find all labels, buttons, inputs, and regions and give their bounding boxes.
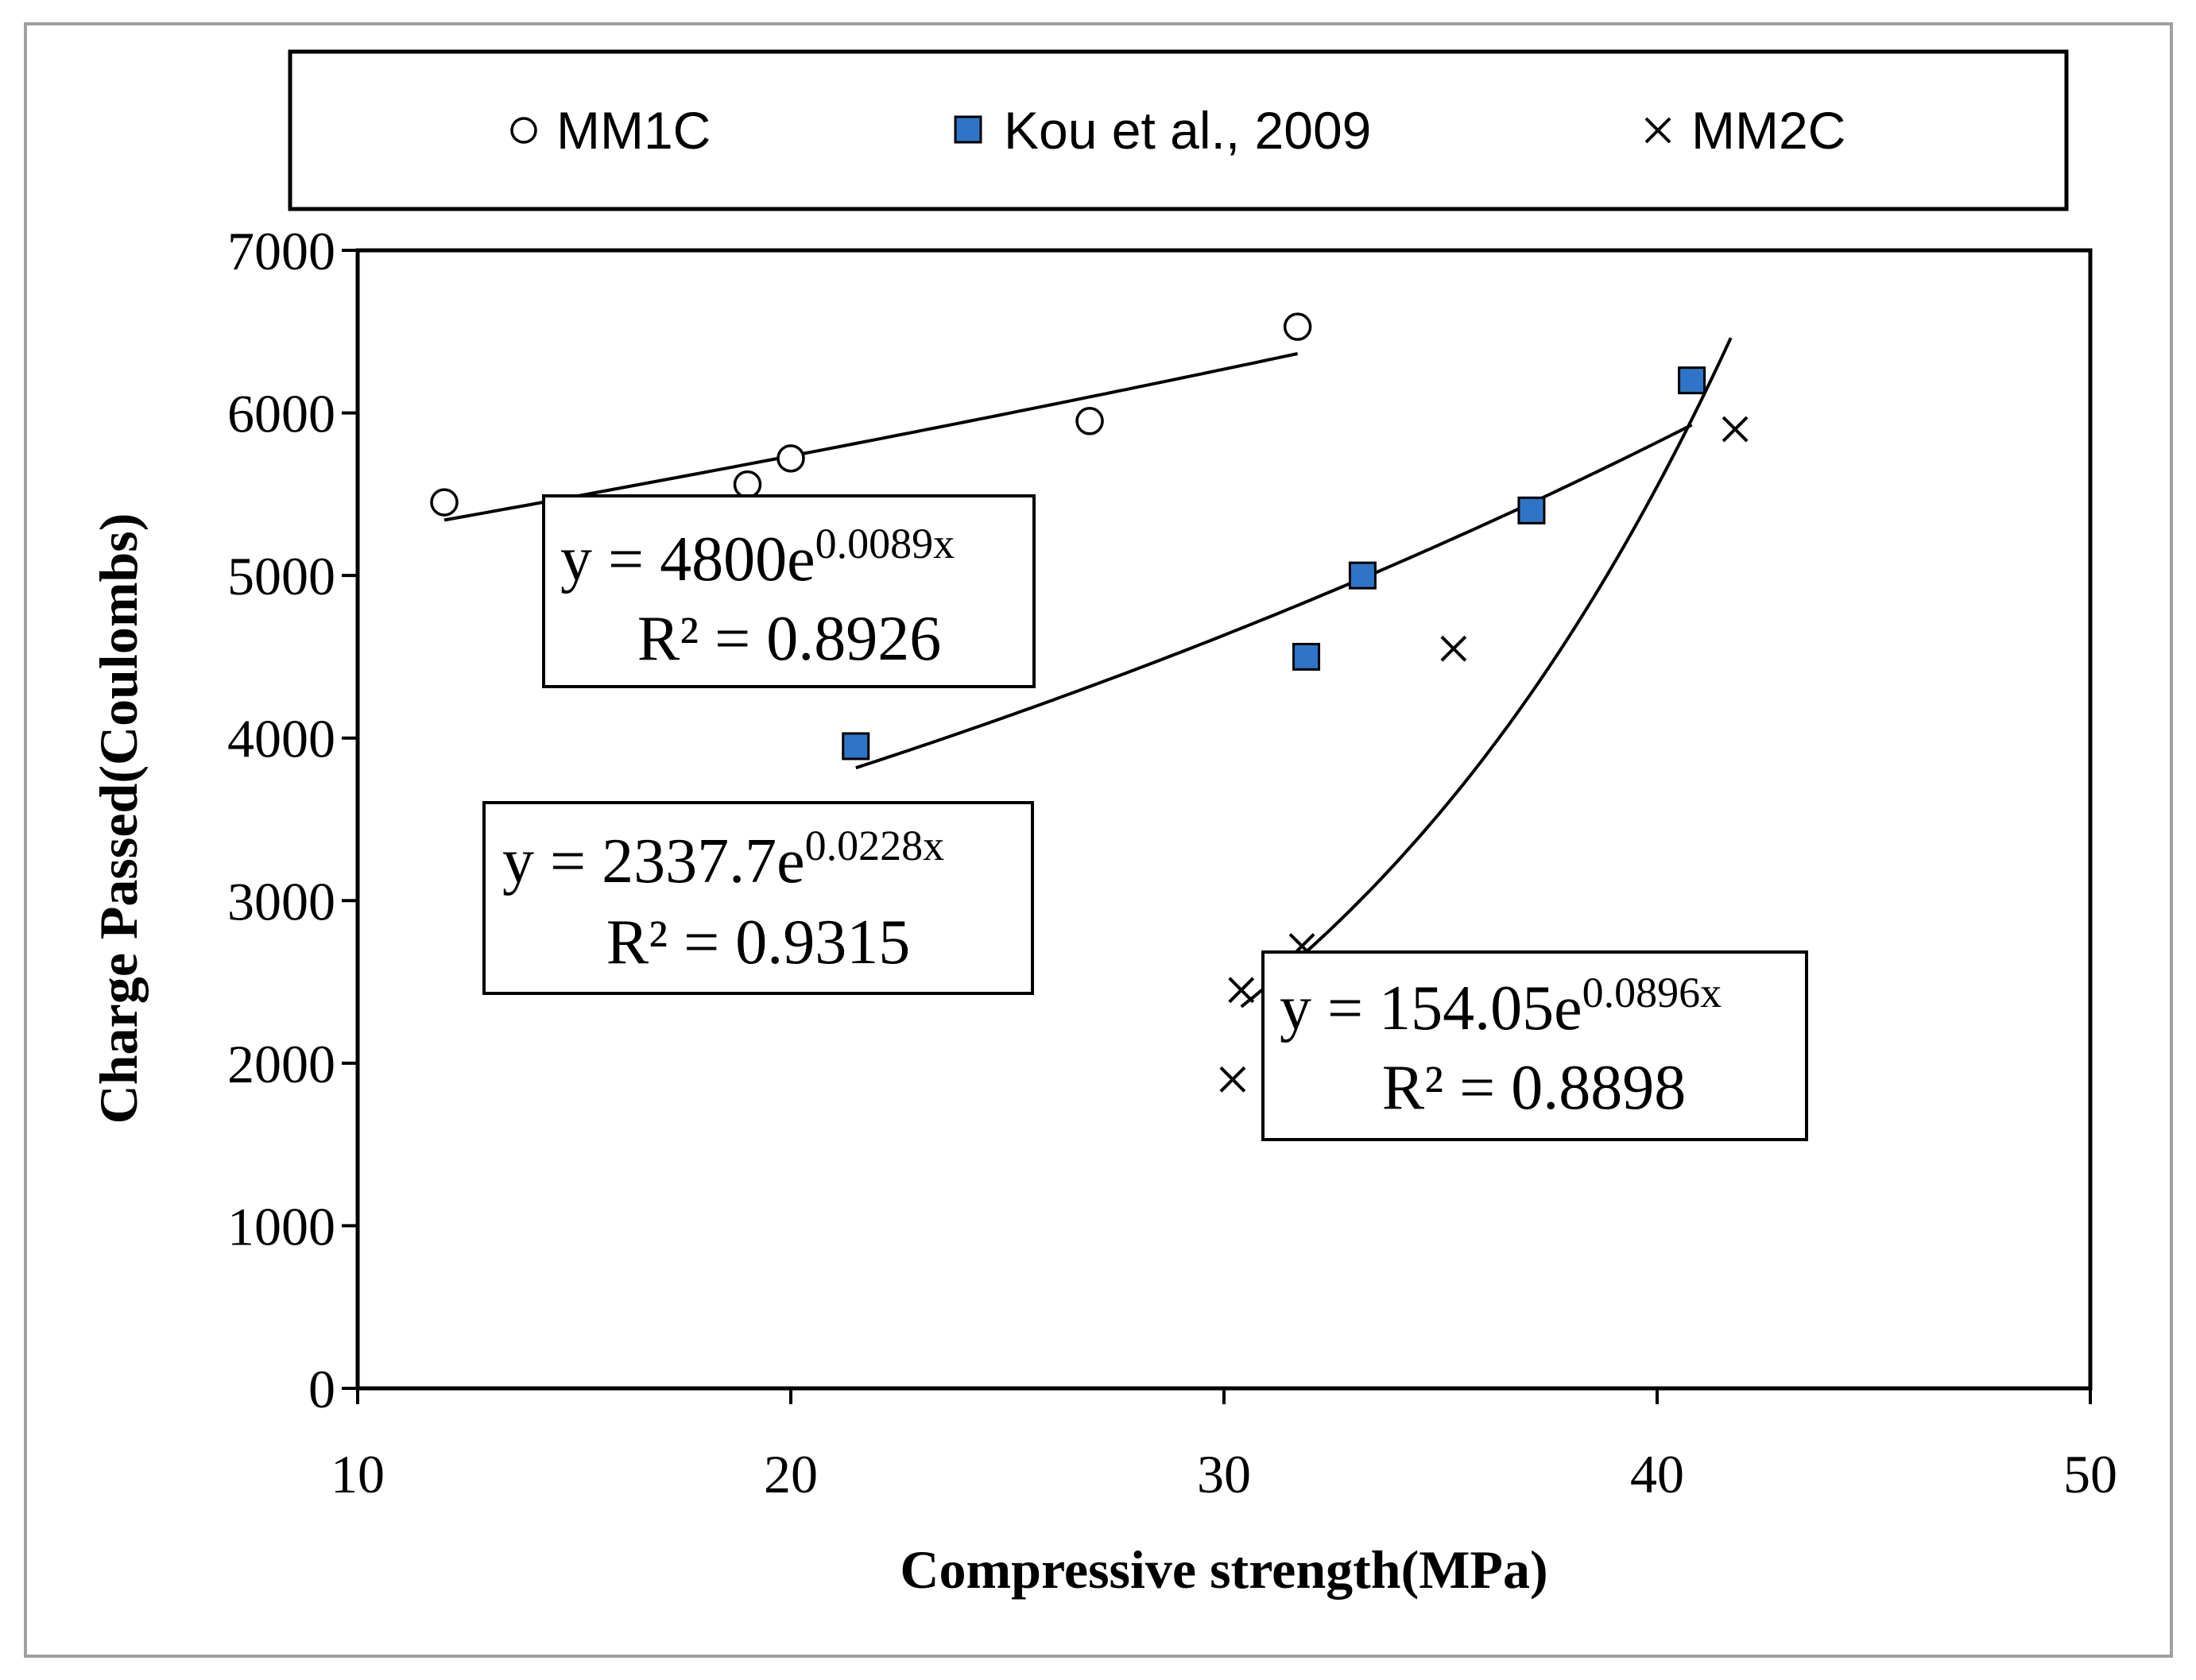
equation-box-mm2c: y = 154.05e0.0896x R² = 0.8898: [1261, 950, 1808, 1141]
legend-label-kou: Kou et al., 2009: [1004, 101, 1371, 160]
y-tick-label: 7000: [227, 221, 335, 281]
point-mm2c: [1219, 1066, 1246, 1093]
equation-kou-exponent: 0.0228x: [805, 822, 945, 869]
equation-box-mm1c: y = 4800e0.0089x R² = 0.8926: [542, 494, 1036, 688]
equation-mm1c-base: y = 4800e: [560, 525, 815, 594]
point-mm1c: [1075, 407, 1104, 435]
legend-marker-mm1c: [510, 117, 537, 144]
legend-box: [288, 49, 2069, 211]
trendline-mm2c: [1240, 337, 1733, 1008]
equation-mm2c-base: y = 154.05e: [1280, 974, 1582, 1043]
equation-mm2c-exponent: 0.0896x: [1582, 969, 1722, 1016]
y-tick-label: 5000: [227, 546, 335, 606]
equation-kou-r2: R² = 0.9315: [606, 908, 910, 977]
y-tick-label: 1000: [227, 1196, 335, 1256]
data-points: [430, 312, 1749, 1093]
point-mm1c: [733, 470, 762, 499]
point-kou: [1678, 366, 1706, 395]
point-mm2c: [1228, 977, 1255, 1004]
y-axis-ticks: 0 1000 2000 3000 4000 5000 6000 7000: [227, 221, 358, 1419]
y-tick-label: 2000: [227, 1034, 335, 1094]
x-axis-ticks: 10 20 30 40 50: [331, 1388, 2117, 1504]
equation-mm1c-r2: R² = 0.8926: [637, 604, 941, 674]
equation-mm2c-r2: R² = 0.8898: [1382, 1053, 1686, 1123]
x-tick-label: 40: [1630, 1444, 1684, 1504]
equation-box-kou: y = 2337.7e0.0228x R² = 0.9315: [482, 801, 1034, 995]
equation-kou-base: y = 2337.7e: [502, 826, 805, 896]
point-kou: [1517, 496, 1546, 525]
point-mm1c: [430, 488, 459, 517]
figure-frame: [24, 22, 2173, 1658]
point-mm2c: [1722, 416, 1749, 443]
svg-text:y = 154.05e0.0896x: y = 154.05e0.0896x: [1280, 969, 1722, 1043]
legend-marker-mm2c: [1644, 117, 1671, 144]
trendline-kou: [855, 423, 1693, 770]
x-axis-title: Compressive strength(MPa): [900, 1539, 1547, 1600]
point-kou: [1348, 561, 1377, 590]
x-tick-label: 50: [2063, 1444, 2117, 1504]
point-mm1c: [1283, 312, 1312, 341]
point-mm2c: [1440, 635, 1467, 662]
x-tick-label: 30: [1197, 1444, 1251, 1504]
svg-text:y = 4800e0.0089x: y = 4800e0.0089x: [560, 520, 955, 594]
point-kou: [1292, 642, 1321, 671]
x-tick-label: 20: [764, 1444, 818, 1504]
x-tick-label: 10: [331, 1444, 385, 1504]
trendline-mm1c: [443, 352, 1299, 522]
svg-text:y = 2337.7e0.0228x: y = 2337.7e0.0228x: [502, 822, 944, 896]
trendlines: [443, 337, 1733, 1008]
y-tick-label: 3000: [227, 871, 335, 931]
equation-mm1c-exponent: 0.0089x: [815, 520, 955, 567]
point-kou: [842, 732, 870, 761]
point-mm1c: [777, 444, 805, 473]
y-axis-title: Charge Passed(Coulombs): [88, 513, 149, 1125]
legend-label-mm2c: MM2C: [1691, 101, 1845, 160]
legend-marker-kou: [954, 115, 982, 144]
legend-label-mm1c: MM1C: [556, 101, 711, 160]
y-tick-label: 0: [308, 1359, 335, 1419]
legend: MM1C Kou et al., 2009 MM2C: [288, 49, 2069, 211]
y-tick-label: 6000: [227, 384, 335, 444]
y-tick-label: 4000: [227, 709, 335, 769]
